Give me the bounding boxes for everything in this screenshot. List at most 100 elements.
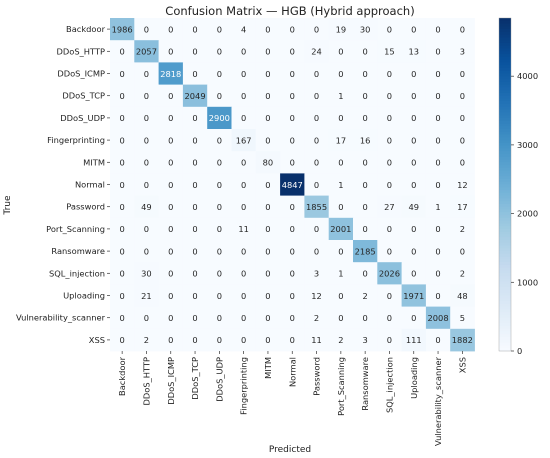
cell-value-label: 0 [338, 313, 343, 323]
colorbar-segment [499, 54, 511, 58]
heatmap-cell [182, 62, 208, 85]
cell-value-label: 0 [265, 291, 270, 301]
colorbar-segment [499, 223, 511, 227]
cell-value-label: 0 [435, 224, 440, 234]
colorbar-segment [499, 298, 511, 302]
cell-value-label: 0 [411, 158, 416, 168]
colorbar-segment [499, 190, 511, 194]
cell-value-label: 0 [120, 113, 125, 123]
cell-value-label: 0 [435, 135, 440, 145]
heatmap-cell [255, 195, 281, 219]
heatmap-cell [182, 106, 208, 130]
colorbar-segment [499, 203, 511, 208]
heatmap-cell [450, 84, 475, 108]
heatmap-cell [110, 217, 135, 241]
cell-value-label: 0 [314, 246, 319, 256]
cell-value-label: 0 [241, 180, 246, 190]
cell-value-label: 0 [120, 47, 125, 57]
colorbar-segment [499, 123, 511, 127]
cell-value-label: 111 [406, 335, 422, 345]
cell-value-label: 2 [314, 313, 319, 323]
colorbar-segment [499, 165, 511, 169]
colorbar-segment [499, 159, 511, 163]
cell-value-label: 0 [314, 180, 319, 190]
heatmap-cell [134, 106, 159, 130]
colorbar-segment [499, 120, 511, 124]
cell-value-label: 0 [217, 91, 222, 101]
heatmap-cell [353, 129, 378, 152]
colorbar-segment [499, 201, 511, 205]
heatmap-cell [207, 151, 232, 174]
cell-value-label: 0 [192, 269, 197, 279]
cell-value-label: 0 [168, 24, 173, 34]
cell-value-label: 0 [387, 69, 392, 79]
cell-value-label: 0 [435, 291, 440, 301]
colorbar-segment [499, 312, 511, 316]
y-tick-label: Ransomware [51, 246, 105, 256]
colorbar-segment [499, 253, 511, 258]
cell-value-label: 0 [363, 113, 368, 123]
cell-value-label: 0 [435, 24, 440, 34]
cell-value-label: 0 [241, 313, 246, 323]
heatmap-cell [450, 217, 475, 241]
cell-value-label: 0 [120, 224, 125, 234]
colorbar-segment [499, 345, 511, 349]
cell-value-label: 0 [168, 224, 173, 234]
heatmap-cell [134, 284, 159, 307]
colorbar-segment [499, 237, 511, 241]
colorbar-segment [499, 109, 511, 113]
cell-value-label: 0 [120, 269, 125, 279]
heatmap-cell [110, 284, 135, 307]
heatmap-cell [280, 262, 305, 285]
heatmap-cell [255, 129, 281, 152]
colorbar-segment [499, 79, 511, 83]
heatmap-cell [377, 173, 402, 196]
heatmap-cell [158, 106, 184, 130]
cell-value-label: 0 [411, 313, 416, 323]
heatmap-cell [255, 40, 281, 63]
colorbar-segment [499, 220, 511, 224]
heatmap-cell [207, 18, 232, 41]
x-tick-label: Vulnerability_scanner [433, 356, 443, 446]
colorbar-segment [499, 92, 511, 97]
heatmap-cell [182, 40, 208, 63]
cell-value-label: 0 [192, 180, 197, 190]
heatmap-cell [255, 284, 281, 307]
colorbar-segment [499, 198, 511, 202]
cell-value-label: 17 [457, 202, 468, 212]
cell-value-label: 0 [265, 335, 270, 345]
heatmap-cell [304, 151, 330, 174]
colorbar-segment [499, 29, 511, 33]
colorbar-segment [499, 331, 511, 335]
heatmap-cell [158, 195, 184, 219]
cell-value-label: 0 [314, 69, 319, 79]
heatmap-cell [110, 129, 135, 152]
cell-value-label: 0 [192, 202, 197, 212]
cell-value-label: 24 [311, 47, 322, 57]
heatmap-cell [134, 129, 159, 152]
cell-value-label: 0 [290, 69, 295, 79]
colorbar-segment [499, 231, 511, 235]
x-tick-label: DDoS_UDP [214, 357, 224, 402]
cell-value-label: 0 [192, 335, 197, 345]
cell-value-label: 1855 [306, 202, 327, 212]
colorbar-segment [499, 98, 511, 102]
y-tick-label: SQL_injection [49, 268, 105, 278]
heatmap-cell [425, 262, 451, 285]
heatmap-cell [377, 240, 402, 263]
cell-value-label: 0 [144, 313, 149, 323]
heatmap-cell [158, 240, 184, 263]
cell-value-label: 0 [144, 135, 149, 145]
colorbar-segment [499, 48, 511, 52]
cell-value-label: 0 [363, 313, 368, 323]
heatmap-cell [207, 84, 232, 108]
colorbar-segment [499, 129, 511, 133]
heatmap-cell [134, 217, 159, 241]
colorbar: 0 1000 2000 3000 4000 [498, 17, 538, 356]
cell-value-label: 0 [387, 224, 392, 234]
cell-value-label: 0 [168, 291, 173, 301]
heatmap-cell [110, 151, 135, 174]
colorbar-segment [499, 134, 511, 138]
heatmap-cell [328, 217, 354, 241]
cell-value-label: 0 [192, 158, 197, 168]
